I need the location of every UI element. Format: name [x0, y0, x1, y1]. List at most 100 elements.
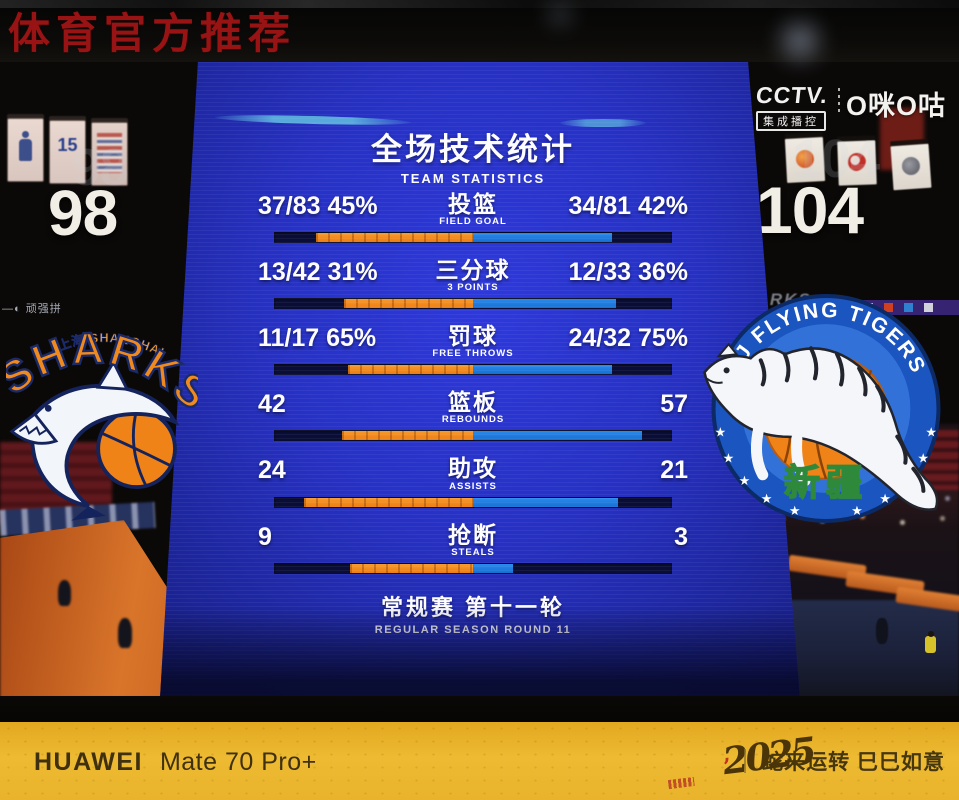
away-bar-fill [473, 497, 619, 507]
stat-label-en: STEALS [451, 546, 495, 558]
light-glare [770, 18, 830, 64]
svg-text:★: ★ [739, 473, 751, 488]
shark-eye [44, 405, 52, 412]
stat-row: 37/83 45% 投篮 FIELD GOAL 34/81 42% [258, 192, 688, 244]
stats-rows: 37/83 45% 投篮 FIELD GOAL 34/81 42% 13/42 31% 三… [258, 192, 688, 589]
shark-tail [71, 506, 106, 521]
screen-bezel [0, 696, 959, 722]
tigers-region-text: 新疆 [784, 462, 868, 503]
player-figure-icon [22, 131, 29, 138]
huawei-wordmark: HUAWEI [34, 748, 143, 776]
home-bar-fill [347, 365, 474, 375]
jersey-number: 15 [57, 135, 78, 155]
tiger-eye [723, 367, 730, 374]
year-2025-logo: 2025’ [668, 728, 816, 789]
stat-line: 13/42 31% 三分球 3 POINTS 12/33 36% [258, 258, 688, 293]
person-silhouette [876, 618, 888, 644]
stat-comparison-bar [274, 298, 672, 310]
huawei-model: Mate 70 Pro+ [159, 748, 317, 776]
cctv-logo: CCTV. 集成播控 [754, 82, 830, 131]
stat-comparison-bar [274, 232, 672, 244]
stat-comparison-bar [274, 496, 672, 508]
stat-label: 罚球 FREE THROWS [398, 324, 548, 359]
shark-fin [95, 359, 130, 391]
stat-row: 9 抢断 STEALS 3 [258, 521, 688, 574]
migu-logo: O咪O咕 [846, 91, 947, 121]
courtside-benches [787, 554, 959, 614]
stat-row: 42 篮板 REBOUNDS 57 [258, 390, 688, 442]
new-year-slogan: 蛇来运转 巳巳如意 [762, 751, 945, 774]
panel-title-cn: 全场技术统计 [371, 132, 575, 167]
led-scanlines [160, 62, 800, 696]
stat-line: 9 抢断 STEALS 3 [258, 521, 688, 558]
stat-label-en: 3 POINTS [447, 282, 499, 294]
light-glare [540, 2, 580, 28]
stat-row: 13/42 31% 三分球 3 POINTS 12/33 36% [258, 258, 688, 310]
away-bar-fill [473, 365, 613, 375]
cctv-wordmark: CCTV. [754, 82, 830, 108]
divider [744, 749, 747, 773]
away-bar-fill [473, 299, 617, 309]
sponsor-flag [890, 143, 932, 191]
stat-label-cn: 助攻 [448, 455, 498, 482]
stat-label-cn: 抢断 [448, 521, 498, 548]
cctv-subtitle: 集成播控 [756, 111, 826, 131]
away-stat-value: 24/32 75% [568, 324, 688, 353]
stat-label: 投篮 FIELD GOAL [398, 192, 548, 227]
stat-line: 37/83 45% 投篮 FIELD GOAL 34/81 42% [258, 192, 688, 227]
stat-label-cn: 罚球 [448, 323, 498, 350]
stat-line: 11/17 65% 罚球 FREE THROWS 24/32 75% [258, 324, 688, 359]
home-score-ghost: 98 [72, 139, 129, 197]
home-bar-fill [343, 299, 474, 309]
svg-text:★: ★ [723, 451, 735, 466]
away-stat-value: 57 [660, 390, 688, 419]
home-bar-fill [315, 233, 474, 243]
svg-text:★: ★ [879, 491, 891, 506]
stat-row: 24 助攻 ASSISTS 21 [258, 456, 688, 508]
panel-title: 全场技术统计 TEAM STATISTICS [258, 124, 688, 186]
home-bar-fill [303, 497, 474, 507]
tiger-stripes [758, 346, 926, 493]
away-stat-value: 21 [660, 456, 688, 485]
banner-logo [97, 133, 122, 173]
stat-label: 助攻 ASSISTS [398, 456, 548, 491]
svg-text:★: ★ [917, 451, 929, 466]
decor-swoosh [560, 119, 646, 127]
home-stat-value: 11/17 65% [258, 324, 377, 353]
ceiling-truss [0, 0, 959, 8]
away-stat-value: 3 [674, 522, 688, 551]
stat-label-en: FIELD GOAL [439, 216, 507, 228]
svg-text:★: ★ [715, 425, 727, 440]
stat-label-en: ASSISTS [449, 480, 497, 492]
retired-jersey-banner [91, 122, 128, 186]
sponsor-mark [901, 156, 921, 176]
logo-divider [838, 88, 840, 114]
huawei-brand: HUAWEI Mate 70 Pro+ [34, 748, 317, 777]
home-score: 98 [48, 177, 118, 249]
stat-label-en: FREE THROWS [432, 348, 514, 360]
svg-text:★: ★ [925, 425, 937, 440]
steward-yellow-vest [925, 631, 936, 653]
home-stat-value: 13/42 31% [258, 258, 378, 287]
away-bar-fill [473, 431, 643, 441]
svg-text:★: ★ [761, 491, 773, 506]
away-stat-value: 34/81 42% [568, 192, 688, 220]
away-bar-fill [473, 563, 513, 573]
stat-label-cn: 投篮 [448, 191, 498, 217]
stat-label-en: REBOUNDS [441, 414, 505, 426]
stat-label-cn: 篮板 [448, 389, 498, 416]
tiger-legs [750, 423, 811, 487]
stat-line: 42 篮板 REBOUNDS 57 [258, 390, 688, 425]
sponsor-bar: HUAWEI Mate 70 Pro+ 2025’ 蛇来运转 巳巳如意 [0, 722, 959, 800]
sharks-logo: 上海 SHANGHAI SHARKS [6, 322, 198, 521]
gold-texture [0, 722, 959, 800]
home-bar-fill [341, 431, 474, 441]
panel-title-en: TEAM STATISTICS [400, 171, 546, 186]
stat-label-cn: 三分球 [435, 257, 511, 284]
new-year-lockup: 2025’ 蛇来运转 巳巳如意 [668, 722, 945, 800]
home-stat-value: 9 [258, 522, 272, 551]
stat-label: 篮板 REBOUNDS [398, 390, 548, 425]
screen-bottom-fade [160, 606, 800, 696]
stat-comparison-bar [274, 430, 672, 442]
